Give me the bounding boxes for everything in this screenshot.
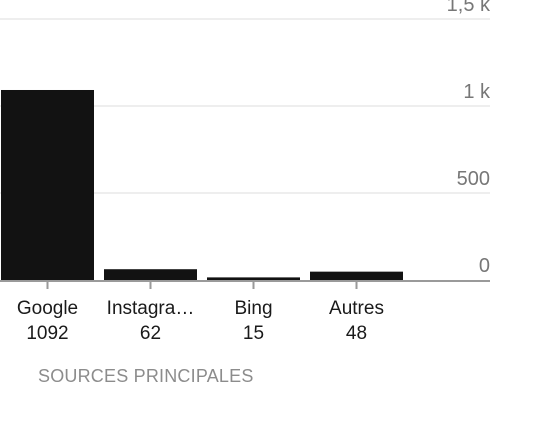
label-layer: 0 500 1 k 1,5 k Google 1092 Instagra… 62 Bing 15 A… xyxy=(17,0,491,344)
bar-3[interactable] xyxy=(310,271,403,280)
data-label: 15 xyxy=(243,323,264,344)
bar-2[interactable] xyxy=(207,277,300,280)
data-label: 62 xyxy=(140,323,161,344)
bar-0[interactable] xyxy=(1,89,94,280)
bar-layer xyxy=(1,89,403,280)
x-tick-label: Google xyxy=(17,298,78,319)
x-tick-label: Bing xyxy=(234,298,272,319)
y-tick-label: 1 k xyxy=(463,81,491,103)
bar-1[interactable] xyxy=(104,269,197,280)
y-tick-label: 500 xyxy=(457,168,490,190)
y-tick-label: 1,5 k xyxy=(447,0,491,16)
x-tick-label: Instagra… xyxy=(107,298,195,319)
x-tick-label: Autres xyxy=(329,298,384,319)
data-label: 48 xyxy=(346,323,367,344)
y-tick-label: 0 xyxy=(479,255,490,277)
data-label: 1092 xyxy=(26,323,68,344)
x-axis-title: SOURCES PRINCIPALES xyxy=(38,366,254,386)
